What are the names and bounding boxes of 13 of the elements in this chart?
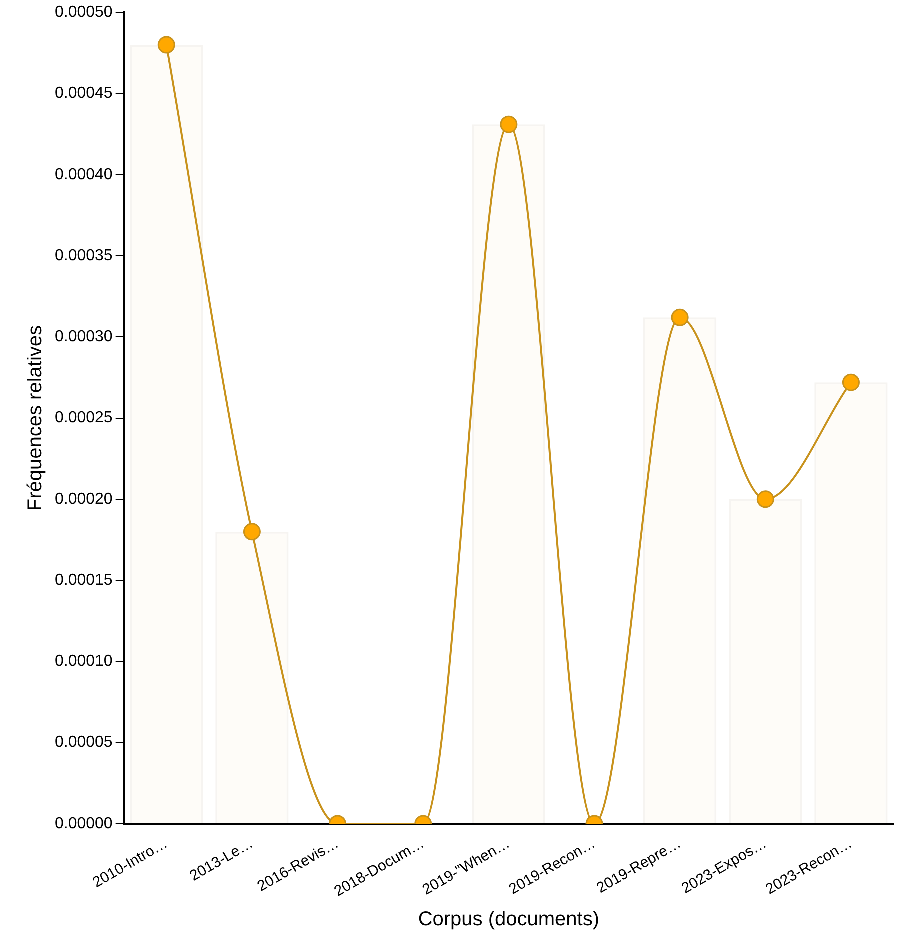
- y-axis-title: Fréquences relatives: [24, 325, 47, 512]
- y-tick-label: 0.00015: [54, 572, 113, 589]
- y-tick-label: 0.00000: [54, 815, 113, 832]
- y-tick-label: 0.00035: [54, 247, 113, 264]
- y-tick-label: 0.00005: [54, 734, 113, 752]
- y-tick-label: 0.00045: [54, 85, 113, 102]
- y-tick-label: 0.00050: [54, 4, 113, 22]
- y-tick-label: 0.00025: [54, 410, 113, 427]
- x-axis-title: Corpus (documents): [418, 908, 600, 931]
- y-tick-label: 0.00010: [54, 653, 113, 670]
- y-tick-label: 0.00020: [54, 490, 113, 508]
- y-tick-label: 0.00040: [54, 166, 113, 184]
- y-tick-label: 0.00030: [54, 328, 113, 346]
